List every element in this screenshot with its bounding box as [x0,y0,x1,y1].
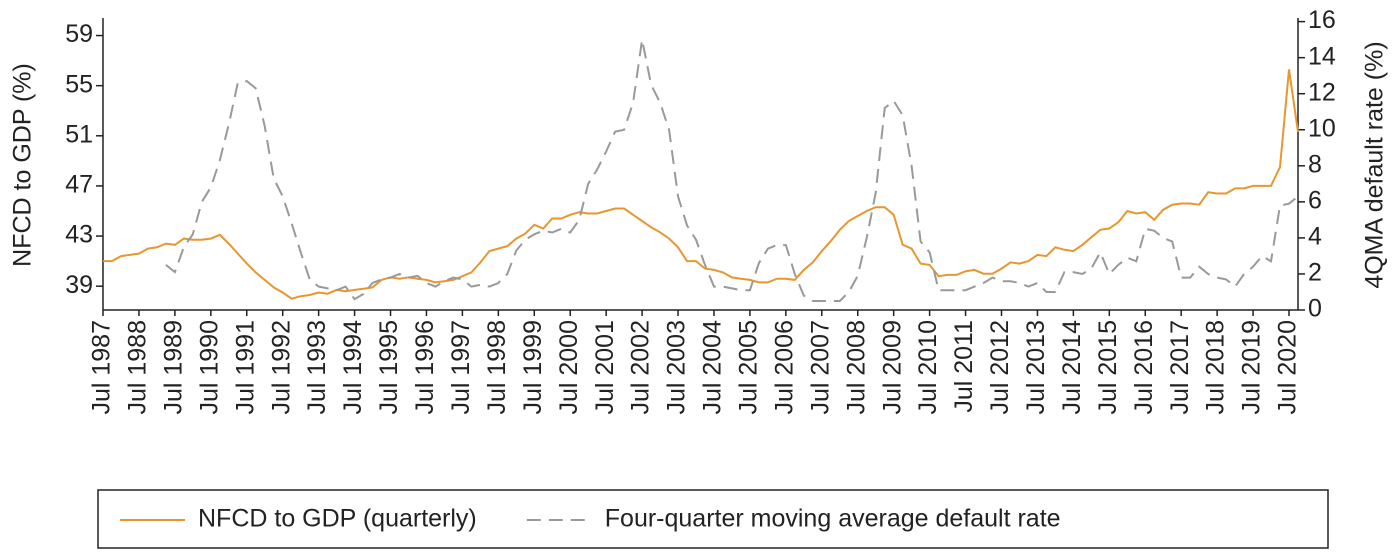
x-tick-label: Jul 2002 [627,320,655,415]
y-axis-label: NFCD to GDP (%) [9,63,37,267]
x-tick-label: Jul 1995 [375,320,403,415]
y-tick-label: 43 [65,221,93,249]
x-tick-label: Jul 2018 [1202,320,1230,415]
x-tick-label: Jul 1994 [339,320,367,415]
x-tick-label: Jul 2006 [770,320,798,415]
y2-tick-label: 8 [1308,150,1322,178]
x-tick-label: Jul 2016 [1130,320,1158,415]
x-tick-label: Jul 2005 [735,320,763,415]
x-tick-label: Jul 2010 [914,320,942,415]
x-tick-label: Jul 2000 [555,320,583,415]
y2-tick-label: 4 [1308,223,1322,251]
x-tick-label: Jul 2014 [1058,320,1086,415]
x-tick-label: Jul 2019 [1238,320,1266,415]
x-tick-label: Jul 2013 [1022,320,1050,415]
legend-label: Four-quarter moving average default rate [605,505,1061,533]
x-tick-label: Jul 2001 [591,320,619,415]
y2-tick-label: 0 [1308,295,1322,323]
x-tick-label: Jul 2015 [1094,320,1122,415]
x-tick-label: Jul 1987 [88,320,116,415]
y2-tick-label: 6 [1308,186,1322,214]
y2-tick-label: 10 [1308,114,1336,142]
x-tick-label: Jul 2020 [1274,320,1302,415]
x-tick-label: Jul 1991 [231,320,259,415]
y-tick-label: 51 [65,120,93,148]
x-tick-label: Jul 2012 [986,320,1014,415]
x-tick-label: Jul 1990 [195,320,223,415]
x-tick-label: Jul 1992 [267,320,295,415]
series-line [165,39,1299,302]
y2-tick-label: 14 [1308,42,1336,70]
x-tick-label: Jul 1996 [411,320,439,415]
x-tick-label: Jul 1998 [483,320,511,415]
y2-tick-label: 16 [1308,6,1336,34]
x-tick-label: Jul 2007 [806,320,834,415]
x-tick-label: Jul 2003 [663,320,691,415]
y2-tick-label: 12 [1308,78,1336,106]
x-tick-label: Jul 1988 [124,320,152,415]
x-tick-label: Jul 2004 [699,320,727,415]
y-tick-label: 59 [65,20,93,48]
x-tick-label: Jul 2011 [950,320,978,413]
y2-tick-label: 2 [1308,259,1322,287]
x-tick-label: Jul 2017 [1166,320,1194,415]
y2-axis-label: 4QMA default rate (%) [1361,41,1389,288]
x-tick-label: Jul 2009 [878,320,906,415]
series-line [103,69,1299,300]
x-tick-label: Jul 1989 [159,320,187,415]
y-tick-label: 39 [65,271,93,299]
x-tick-label: Jul 1999 [519,320,547,415]
y-tick-label: 47 [65,171,93,199]
x-tick-label: Jul 1993 [303,320,331,415]
x-tick-label: Jul 1997 [447,320,475,415]
legend-box [97,489,1329,549]
x-tick-label: Jul 2008 [842,320,870,415]
legend-label: NFCD to GDP (quarterly) [198,505,477,533]
y-tick-label: 55 [65,70,93,98]
